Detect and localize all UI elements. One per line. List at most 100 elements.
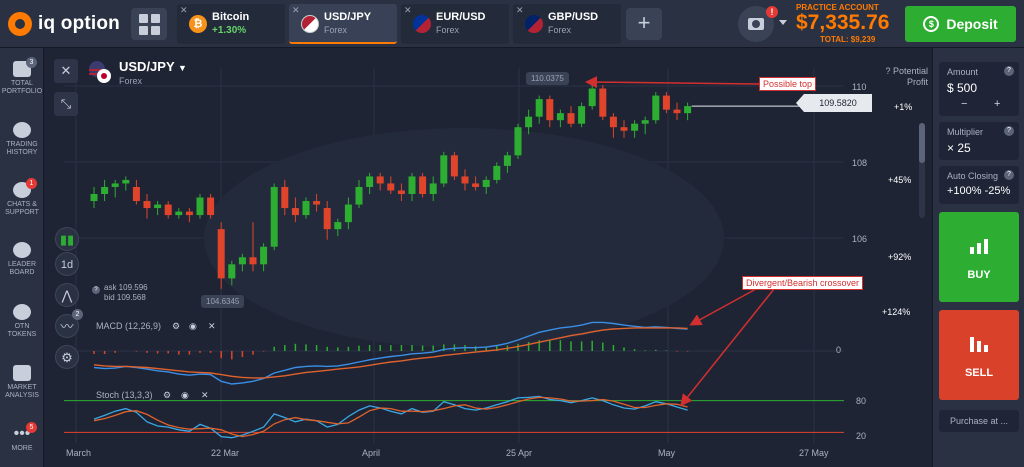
indicators-badge: 2 — [72, 309, 83, 320]
close-icon[interactable]: ✕ — [292, 5, 300, 15]
tab-category: Forex — [548, 25, 572, 35]
chart-down-icon — [970, 337, 988, 352]
buy-label: BUY — [967, 269, 991, 281]
sidebar-label: OTN TOKENS — [7, 323, 37, 338]
candle — [567, 113, 575, 124]
candle — [631, 123, 639, 131]
arrow-possible-top — [585, 76, 760, 89]
sidebar-label: TRADING HISTORY — [6, 141, 38, 156]
candle — [122, 179, 130, 184]
amount-value[interactable]: $ 500 — [947, 81, 978, 95]
camera-button[interactable]: ! — [738, 6, 778, 42]
tab-bitcoin[interactable]: ✕ ₿ Bitcoin +1.30% — [177, 4, 285, 44]
profit-scroll-track[interactable] — [919, 123, 925, 218]
close-icon[interactable]: ✕ — [404, 5, 412, 15]
help-icon[interactable]: ? — [1004, 66, 1014, 76]
amount-stepper: − + — [939, 98, 1019, 114]
chart-up-icon — [970, 239, 988, 254]
market-analysis-icon — [13, 365, 31, 381]
close-icon[interactable]: ✕ — [208, 321, 216, 331]
close-icon[interactable]: ✕ — [516, 5, 524, 15]
tab-category: Forex — [436, 25, 460, 35]
tab-eur-usd[interactable]: ✕ EUR/USD Forex — [401, 4, 509, 44]
gears-icon: ⚙ — [61, 350, 73, 365]
candle — [673, 109, 681, 114]
tab-gbp-usd[interactable]: ✕ GBP/USD Forex — [513, 4, 621, 44]
close-icon[interactable]: ✕ — [180, 5, 188, 15]
high-price-callout: 110.0375 — [526, 72, 569, 85]
tab-usd-jpy[interactable]: ✕ USD/JPY Forex — [289, 4, 397, 44]
tab-name: Bitcoin — [212, 11, 250, 23]
increase-amount-button[interactable]: + — [994, 98, 1001, 110]
camera-badge: ! — [766, 6, 778, 18]
timeframe-button[interactable]: 1d — [55, 252, 79, 276]
logo[interactable]: iq option — [8, 10, 120, 38]
candle — [185, 211, 193, 216]
us-jp-flag-icon — [89, 61, 111, 83]
stoch-axis-label: 80 — [856, 396, 867, 406]
chevron-down-icon: ▼ — [178, 63, 187, 73]
more-badge: 5 — [26, 422, 37, 433]
profit-scroll-thumb[interactable] — [919, 123, 925, 163]
sidebar-item-otn[interactable]: OTN TOKENS — [0, 304, 44, 339]
multiplier-box[interactable]: Multiplier ? × 25 — [939, 122, 1019, 160]
sidebar-item-more[interactable]: ••• 5 MORE — [0, 422, 44, 453]
gear-icon[interactable]: ⚙ — [163, 390, 172, 400]
decrease-amount-button[interactable]: − — [961, 98, 968, 110]
assets-grid-button[interactable] — [131, 8, 167, 40]
settings-button[interactable]: ⚙ — [55, 345, 79, 369]
sidebar-item-leaderboard[interactable]: LEADER BOARD — [0, 242, 44, 277]
sidebar-item-market-analysis[interactable]: MARKET ANALYSIS — [0, 365, 44, 400]
drawing-tools-button[interactable]: ⋀ — [55, 283, 79, 307]
amount-box[interactable]: Amount ? $ 500 − + — [939, 62, 1019, 116]
chart-grid — [64, 68, 844, 443]
eye-icon[interactable]: ◉ — [181, 390, 189, 400]
tab-name: EUR/USD — [436, 11, 486, 23]
account-balance[interactable]: $7,335.76 — [796, 11, 890, 34]
candle — [101, 186, 109, 194]
iq-logo-icon — [8, 12, 32, 36]
sidebar-item-chats[interactable]: 1 CHATS & SUPPORT — [0, 178, 44, 217]
candle — [450, 155, 458, 177]
collapse-button[interactable]: ⤡ — [54, 92, 78, 116]
bitcoin-icon: ₿ — [189, 15, 207, 33]
deposit-button[interactable]: $ Deposit — [905, 6, 1016, 42]
auto-closing-box[interactable]: Auto Closing ? +100% -25% — [939, 166, 1019, 204]
candle — [111, 183, 119, 187]
chart-type-button[interactable]: ▮▮ — [55, 227, 79, 251]
help-icon[interactable]: ? — [1004, 170, 1014, 180]
stoch-k-line — [93, 395, 688, 439]
candle — [609, 116, 617, 128]
tab-category: Forex — [324, 25, 348, 35]
help-icon[interactable]: ? — [885, 66, 891, 76]
macd-signal-line — [93, 327, 688, 379]
chart-area[interactable]: ✕ ⤡ USD/JPY ▼ Forex ▮▮ 1d ⋀ 〰 2 ⚙ ? ask … — [44, 48, 932, 467]
chart-pair-title[interactable]: USD/JPY ▼ — [119, 59, 187, 74]
eye-icon[interactable]: ◉ — [189, 321, 197, 331]
indicators-button[interactable]: 〰 2 — [55, 309, 83, 338]
candle — [260, 246, 268, 265]
candle — [196, 197, 204, 216]
candle — [419, 176, 427, 194]
arrow-macd-crossover — [689, 288, 757, 326]
candle — [493, 165, 501, 180]
close-icon[interactable]: ✕ — [201, 390, 209, 400]
close-chart-button[interactable]: ✕ — [54, 59, 78, 83]
compass-icon: ⋀ — [61, 288, 73, 303]
sidebar-item-history[interactable]: TRADING HISTORY — [0, 122, 44, 157]
add-tab-button[interactable]: + — [626, 8, 662, 40]
help-icon[interactable]: ? — [1004, 126, 1014, 136]
purchase-at-button[interactable]: Purchase at ... — [939, 410, 1019, 432]
gb-us-flag-icon — [525, 15, 543, 33]
gear-icon[interactable]: ⚙ — [172, 321, 181, 331]
price-axis-label: 108 — [852, 158, 868, 168]
macd-line — [93, 321, 688, 385]
sell-button[interactable]: SELL — [939, 310, 1019, 400]
price-chart[interactable] — [44, 48, 932, 467]
macd-panel — [64, 321, 844, 385]
help-icon[interactable]: ? — [92, 286, 100, 294]
account-dropdown-icon[interactable] — [779, 20, 787, 25]
stoch-label: Stoch (13,3,3) — [96, 390, 153, 400]
sidebar-item-portfolio[interactable]: 3 TOTAL PORTFOLIO — [0, 57, 44, 96]
buy-button[interactable]: BUY — [939, 212, 1019, 302]
